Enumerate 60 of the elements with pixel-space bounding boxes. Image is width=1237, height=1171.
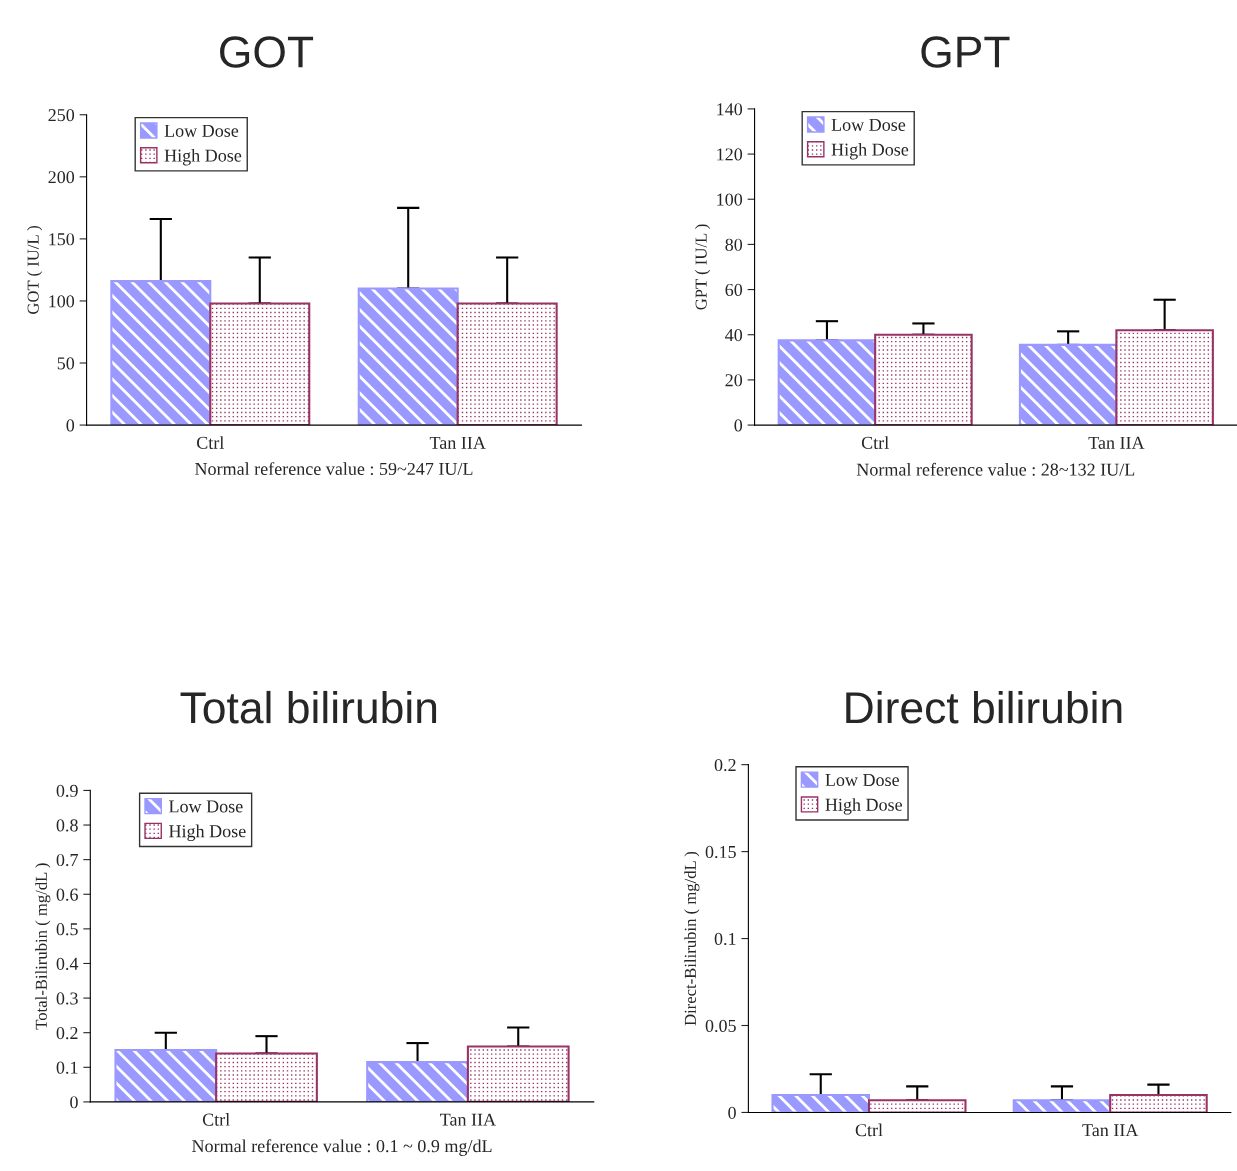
y-tick-label: 150 <box>49 233 75 246</box>
y-tick-label: 20 <box>725 374 743 387</box>
y-tick-label: 0.15 <box>705 845 736 859</box>
y-tick-label: 0.1 <box>56 1061 78 1074</box>
legend-label: Low Dose <box>831 118 906 131</box>
y-tick-label: 0 <box>734 419 743 432</box>
legend-label: Low Dose <box>169 800 243 813</box>
y-tick-label: 0.1 <box>714 932 736 946</box>
y-tick-label: 0.9 <box>56 784 78 797</box>
legend-label: Low Dose <box>825 774 899 787</box>
chart-title: GPT <box>921 36 1010 68</box>
chart-title: Total bilirubin <box>180 690 437 724</box>
x-tick-label: Ctrl <box>855 1123 883 1137</box>
legend-label: High Dose <box>169 824 246 842</box>
y-tick-label: 0.2 <box>714 758 736 772</box>
bar <box>209 302 311 426</box>
x-tick-label: Ctrl <box>861 436 889 449</box>
y-tick-label: 120 <box>717 148 743 161</box>
legend-label: Low Dose <box>164 124 239 137</box>
y-tick-label: 0.3 <box>56 992 78 1005</box>
y-tick-label: 0 <box>70 1096 78 1109</box>
y-axis-title: Direct-Bilirubin ( mg/dL ) <box>684 851 700 1026</box>
y-axis-title: GPT ( IU/L ) <box>695 224 711 310</box>
x-tick-label: Tan IIA <box>1088 436 1145 449</box>
bar <box>456 302 558 426</box>
y-tick-label: 0.6 <box>56 888 78 901</box>
y-tick-label: 80 <box>725 238 743 251</box>
y-tick-label: 100 <box>49 295 75 308</box>
y-axis-title: GOT ( IU/L ) <box>27 225 43 314</box>
legend-label: High Dose <box>164 148 242 166</box>
y-tick-label: 100 <box>717 193 743 206</box>
legend-label: High Dose <box>831 143 909 160</box>
x-tick-label: Ctrl <box>196 436 224 449</box>
text: Normal reference value : 59~247 IU/L <box>195 462 473 476</box>
bar <box>110 280 212 426</box>
y-tick-label: 60 <box>725 283 743 297</box>
x-tick-label: Tan IIA <box>1082 1124 1139 1137</box>
y-tick-label: 0.2 <box>56 1026 78 1040</box>
chart-title: Direct bilirubin <box>846 690 1122 724</box>
text: Normal reference value : 0.1 ~ 0.9 mg/dL <box>192 1139 492 1156</box>
y-tick-label: 250 <box>48 109 75 122</box>
y-tick-label: 200 <box>48 171 75 184</box>
y-tick-label: 0 <box>66 419 75 432</box>
y-tick-label: 50 <box>57 357 75 370</box>
y-tick-label: 0 <box>728 1106 736 1119</box>
x-tick-label: Tan IIA <box>429 436 486 449</box>
x-tick-label: Tan IIA <box>440 1113 496 1126</box>
y-tick-label: 40 <box>725 329 743 342</box>
y-tick-label: 140 <box>717 103 743 116</box>
y-tick-label: 0.4 <box>56 957 79 970</box>
chart-title: GOT <box>220 36 314 68</box>
y-tick-label: 0.05 <box>705 1019 736 1033</box>
legend-label: High Dose <box>825 798 902 815</box>
y-axis-title: Total-Bilirubin ( mg/dL ) <box>35 863 51 1030</box>
y-tick-label: 0.5 <box>56 923 78 936</box>
text: Normal reference value : 28~132 IU/L <box>856 462 1135 476</box>
x-tick-label: Ctrl <box>202 1113 230 1126</box>
y-tick-label: 0.8 <box>56 819 78 832</box>
y-tick-label: 0.7 <box>56 853 78 867</box>
bar <box>357 287 459 426</box>
